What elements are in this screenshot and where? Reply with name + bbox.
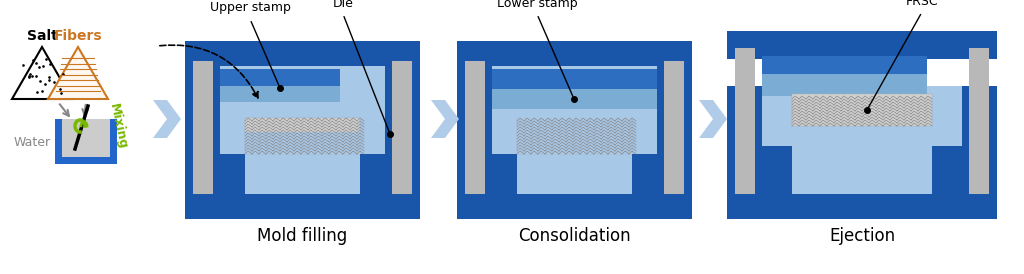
Polygon shape	[48, 47, 108, 99]
Bar	[762, 56, 927, 74]
Bar	[220, 69, 340, 86]
Bar	[792, 94, 932, 126]
Bar	[220, 66, 385, 196]
Bar	[932, 146, 962, 196]
Bar	[55, 157, 117, 164]
Bar	[385, 66, 420, 196]
Bar	[517, 109, 632, 154]
Polygon shape	[431, 100, 459, 138]
Bar	[517, 118, 632, 154]
Text: Mixing: Mixing	[106, 102, 129, 150]
Bar	[492, 66, 657, 196]
Polygon shape	[153, 100, 181, 138]
Bar	[492, 154, 517, 196]
Bar	[735, 48, 755, 196]
Bar	[762, 86, 962, 196]
Polygon shape	[12, 47, 72, 99]
Bar	[664, 61, 684, 196]
Bar	[457, 41, 692, 69]
Text: Ejection: Ejection	[829, 227, 895, 245]
Bar	[245, 118, 360, 154]
Text: Consolidation: Consolidation	[518, 227, 631, 245]
Text: Die: Die	[333, 0, 353, 10]
Text: Water: Water	[14, 136, 51, 149]
Text: FRSC: FRSC	[905, 0, 938, 8]
Bar	[457, 66, 492, 196]
Bar	[727, 86, 762, 196]
Text: Salt: Salt	[27, 29, 57, 43]
Bar	[185, 41, 420, 69]
Polygon shape	[699, 100, 727, 138]
Bar	[727, 31, 997, 59]
Bar	[492, 69, 657, 109]
Bar	[492, 69, 657, 89]
Bar	[457, 194, 692, 219]
Bar	[245, 132, 360, 154]
Bar	[193, 61, 213, 196]
Text: Upper stamp: Upper stamp	[210, 1, 291, 14]
Text: Fibers: Fibers	[53, 29, 102, 43]
Bar	[792, 124, 932, 146]
Bar	[727, 194, 997, 219]
Bar	[465, 61, 485, 196]
Bar	[657, 66, 692, 196]
Bar	[962, 86, 997, 196]
Bar	[55, 119, 62, 164]
Bar	[62, 119, 110, 157]
Bar	[632, 154, 657, 196]
Bar	[969, 48, 989, 196]
Text: Lower stamp: Lower stamp	[497, 0, 578, 10]
Bar	[185, 194, 420, 219]
Bar	[762, 59, 927, 96]
Bar	[220, 154, 245, 196]
Bar	[392, 61, 412, 196]
Bar	[762, 146, 792, 196]
Bar	[185, 66, 220, 196]
Bar	[220, 69, 340, 102]
Bar	[110, 119, 117, 164]
Bar	[360, 154, 385, 196]
Text: Mold filling: Mold filling	[257, 227, 347, 245]
